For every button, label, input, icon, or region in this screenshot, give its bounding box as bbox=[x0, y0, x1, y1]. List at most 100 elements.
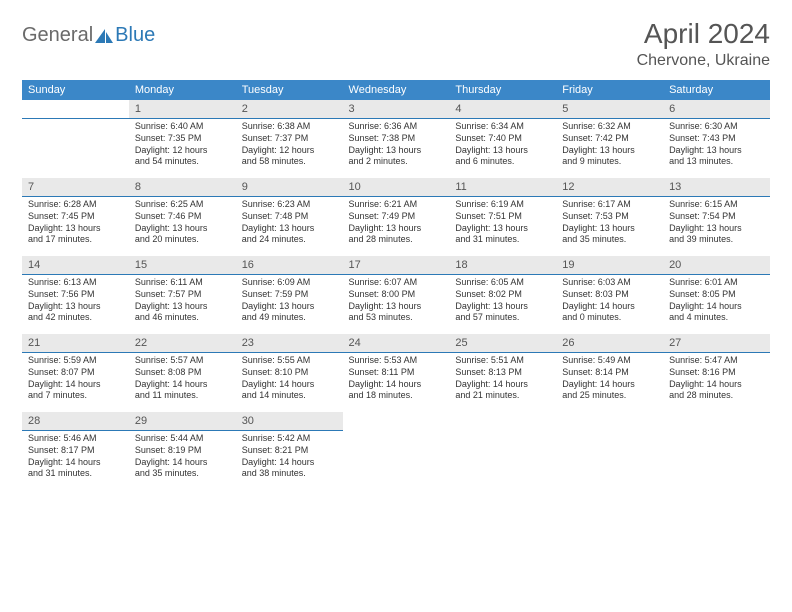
daylight-text-1: Daylight: 13 hours bbox=[669, 223, 764, 235]
calendar-day-cell: 30Sunrise: 5:42 AMSunset: 8:21 PMDayligh… bbox=[236, 412, 343, 490]
sunrise-text: Sunrise: 6:36 AM bbox=[349, 121, 444, 133]
sunset-text: Sunset: 7:35 PM bbox=[135, 133, 230, 145]
sunset-text: Sunset: 7:53 PM bbox=[562, 211, 657, 223]
daylight-text-1: Daylight: 13 hours bbox=[28, 223, 123, 235]
day-content: Sunrise: 6:13 AMSunset: 7:56 PMDaylight:… bbox=[22, 275, 129, 328]
day-content: Sunrise: 5:49 AMSunset: 8:14 PMDaylight:… bbox=[556, 353, 663, 406]
sunset-text: Sunset: 7:38 PM bbox=[349, 133, 444, 145]
day-number: 8 bbox=[129, 178, 236, 197]
sunset-text: Sunset: 8:00 PM bbox=[349, 289, 444, 301]
calendar-day-cell: 8Sunrise: 6:25 AMSunset: 7:46 PMDaylight… bbox=[129, 178, 236, 256]
sunrise-text: Sunrise: 6:32 AM bbox=[562, 121, 657, 133]
calendar-header-row: SundayMondayTuesdayWednesdayThursdayFrid… bbox=[22, 80, 770, 100]
sunrise-text: Sunrise: 5:51 AM bbox=[455, 355, 550, 367]
calendar-week-row: 21Sunrise: 5:59 AMSunset: 8:07 PMDayligh… bbox=[22, 334, 770, 412]
logo: General Blue bbox=[22, 24, 155, 47]
day-number: 23 bbox=[236, 334, 343, 353]
sunset-text: Sunset: 8:14 PM bbox=[562, 367, 657, 379]
sunrise-text: Sunrise: 6:07 AM bbox=[349, 277, 444, 289]
calendar-day-cell: 26Sunrise: 5:49 AMSunset: 8:14 PMDayligh… bbox=[556, 334, 663, 412]
calendar-page: General Blue April 2024 Chervone, Ukrain… bbox=[0, 0, 792, 508]
daylight-text-2: and 28 minutes. bbox=[349, 234, 444, 246]
sunset-text: Sunset: 8:19 PM bbox=[135, 445, 230, 457]
daylight-text-1: Daylight: 12 hours bbox=[135, 145, 230, 157]
sunrise-text: Sunrise: 6:30 AM bbox=[669, 121, 764, 133]
daylight-text-2: and 35 minutes. bbox=[562, 234, 657, 246]
calendar-day-cell bbox=[449, 412, 556, 490]
sunset-text: Sunset: 7:56 PM bbox=[28, 289, 123, 301]
calendar-day-cell: 14Sunrise: 6:13 AMSunset: 7:56 PMDayligh… bbox=[22, 256, 129, 334]
day-number: 10 bbox=[343, 178, 450, 197]
day-number: 15 bbox=[129, 256, 236, 275]
calendar-day-cell: 16Sunrise: 6:09 AMSunset: 7:59 PMDayligh… bbox=[236, 256, 343, 334]
sunset-text: Sunset: 8:11 PM bbox=[349, 367, 444, 379]
sunrise-text: Sunrise: 5:59 AM bbox=[28, 355, 123, 367]
calendar-day-cell: 22Sunrise: 5:57 AMSunset: 8:08 PMDayligh… bbox=[129, 334, 236, 412]
sunrise-text: Sunrise: 6:19 AM bbox=[455, 199, 550, 211]
calendar-day-cell: 3Sunrise: 6:36 AMSunset: 7:38 PMDaylight… bbox=[343, 100, 450, 178]
calendar-day-cell bbox=[22, 100, 129, 178]
daylight-text-2: and 18 minutes. bbox=[349, 390, 444, 402]
day-number: 19 bbox=[556, 256, 663, 275]
sunset-text: Sunset: 8:13 PM bbox=[455, 367, 550, 379]
calendar-week-row: 14Sunrise: 6:13 AMSunset: 7:56 PMDayligh… bbox=[22, 256, 770, 334]
sunrise-text: Sunrise: 5:47 AM bbox=[669, 355, 764, 367]
sunset-text: Sunset: 8:07 PM bbox=[28, 367, 123, 379]
sunset-text: Sunset: 7:42 PM bbox=[562, 133, 657, 145]
sunset-text: Sunset: 8:10 PM bbox=[242, 367, 337, 379]
sunrise-text: Sunrise: 6:34 AM bbox=[455, 121, 550, 133]
sunset-text: Sunset: 7:37 PM bbox=[242, 133, 337, 145]
daylight-text-2: and 28 minutes. bbox=[669, 390, 764, 402]
logo-text-general: General bbox=[22, 24, 93, 47]
day-content: Sunrise: 6:09 AMSunset: 7:59 PMDaylight:… bbox=[236, 275, 343, 328]
day-content: Sunrise: 5:55 AMSunset: 8:10 PMDaylight:… bbox=[236, 353, 343, 406]
daylight-text-1: Daylight: 14 hours bbox=[28, 457, 123, 469]
daylight-text-1: Daylight: 13 hours bbox=[349, 223, 444, 235]
daylight-text-2: and 6 minutes. bbox=[455, 156, 550, 168]
daylight-text-1: Daylight: 14 hours bbox=[135, 457, 230, 469]
calendar-day-cell bbox=[663, 412, 770, 490]
daylight-text-2: and 21 minutes. bbox=[455, 390, 550, 402]
daylight-text-2: and 2 minutes. bbox=[349, 156, 444, 168]
sunrise-text: Sunrise: 5:53 AM bbox=[349, 355, 444, 367]
calendar-day-cell: 10Sunrise: 6:21 AMSunset: 7:49 PMDayligh… bbox=[343, 178, 450, 256]
calendar-day-cell: 21Sunrise: 5:59 AMSunset: 8:07 PMDayligh… bbox=[22, 334, 129, 412]
sunrise-text: Sunrise: 6:25 AM bbox=[135, 199, 230, 211]
sunset-text: Sunset: 7:51 PM bbox=[455, 211, 550, 223]
day-content: Sunrise: 6:21 AMSunset: 7:49 PMDaylight:… bbox=[343, 197, 450, 250]
calendar-day-cell: 2Sunrise: 6:38 AMSunset: 7:37 PMDaylight… bbox=[236, 100, 343, 178]
daylight-text-2: and 38 minutes. bbox=[242, 468, 337, 480]
day-number: 2 bbox=[236, 100, 343, 119]
sunrise-text: Sunrise: 5:42 AM bbox=[242, 433, 337, 445]
day-number: 11 bbox=[449, 178, 556, 197]
day-content: Sunrise: 5:57 AMSunset: 8:08 PMDaylight:… bbox=[129, 353, 236, 406]
logo-sail-icon bbox=[95, 29, 113, 43]
sunset-text: Sunset: 8:02 PM bbox=[455, 289, 550, 301]
day-number: 5 bbox=[556, 100, 663, 119]
calendar-day-cell: 20Sunrise: 6:01 AMSunset: 8:05 PMDayligh… bbox=[663, 256, 770, 334]
daylight-text-2: and 31 minutes. bbox=[455, 234, 550, 246]
daylight-text-2: and 4 minutes. bbox=[669, 312, 764, 324]
daylight-text-1: Daylight: 13 hours bbox=[455, 301, 550, 313]
daylight-text-2: and 14 minutes. bbox=[242, 390, 337, 402]
daylight-text-1: Daylight: 14 hours bbox=[562, 301, 657, 313]
calendar-day-cell: 4Sunrise: 6:34 AMSunset: 7:40 PMDaylight… bbox=[449, 100, 556, 178]
sunset-text: Sunset: 7:45 PM bbox=[28, 211, 123, 223]
day-number: 17 bbox=[343, 256, 450, 275]
day-number: 29 bbox=[129, 412, 236, 431]
daylight-text-2: and 57 minutes. bbox=[455, 312, 550, 324]
calendar-day-cell: 11Sunrise: 6:19 AMSunset: 7:51 PMDayligh… bbox=[449, 178, 556, 256]
weekday-header: Wednesday bbox=[343, 80, 450, 100]
weekday-header: Thursday bbox=[449, 80, 556, 100]
daylight-text-1: Daylight: 14 hours bbox=[135, 379, 230, 391]
day-content: Sunrise: 5:44 AMSunset: 8:19 PMDaylight:… bbox=[129, 431, 236, 484]
daylight-text-2: and 35 minutes. bbox=[135, 468, 230, 480]
day-number: 4 bbox=[449, 100, 556, 119]
sunrise-text: Sunrise: 5:55 AM bbox=[242, 355, 337, 367]
day-content: Sunrise: 5:53 AMSunset: 8:11 PMDaylight:… bbox=[343, 353, 450, 406]
day-content: Sunrise: 6:23 AMSunset: 7:48 PMDaylight:… bbox=[236, 197, 343, 250]
day-number: 16 bbox=[236, 256, 343, 275]
daylight-text-1: Daylight: 13 hours bbox=[135, 301, 230, 313]
logo-text-blue: Blue bbox=[115, 24, 155, 47]
day-number: 13 bbox=[663, 178, 770, 197]
